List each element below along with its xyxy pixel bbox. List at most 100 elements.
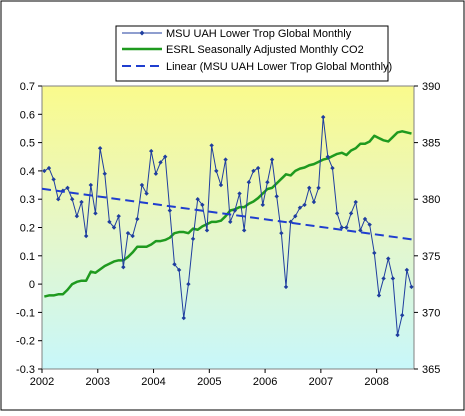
y-right-tick-label: 380 (422, 194, 440, 206)
msu-data-point (153, 171, 159, 176)
msu-data-point (330, 165, 335, 171)
msu-data-point (390, 276, 396, 281)
msu-data-point (181, 315, 186, 321)
y-right-tick-label: 370 (422, 307, 440, 319)
msu-data-point (144, 191, 149, 196)
msu-data-point (386, 256, 391, 261)
msu-data-point (255, 165, 261, 171)
msu-data-point (204, 228, 210, 233)
msu-data-point (121, 264, 126, 270)
msu-data-point (339, 225, 344, 230)
msu-data-point (283, 284, 289, 290)
legend-label: Linear (MSU UAH Lower Trop Global Monthl… (166, 61, 392, 73)
x-tick-label: 2005 (197, 376, 221, 388)
msu-data-point (167, 208, 173, 213)
msu-data-point (195, 197, 200, 202)
msu-data-point (214, 168, 219, 174)
msu-data-point (135, 216, 140, 222)
msu-data-point (376, 293, 382, 298)
right-axis: 365 370 375 380 385 390 (414, 81, 440, 376)
y-right-tick-label: 390 (422, 81, 440, 93)
msu-data-point (358, 228, 363, 233)
legend: MSU UAH Lower Trop Global Monthly ESRL Se… (115, 25, 392, 82)
msu-data-point (111, 225, 117, 230)
msu-data-point (93, 211, 98, 216)
msu-data-point (241, 228, 247, 233)
msu-data-point (228, 219, 233, 225)
legend-box (115, 25, 389, 82)
msu-data-point (186, 281, 191, 287)
msu-data-point (325, 154, 331, 159)
msu-data-point (251, 168, 256, 174)
msu-data-point (237, 191, 242, 196)
x-tick-label: 2006 (253, 376, 277, 388)
legend-msu-marker (139, 30, 145, 36)
msu-data-point (162, 154, 168, 159)
y-left-tick-label: 0 (29, 279, 35, 291)
msu-data-point (209, 143, 214, 148)
y-right-tick-label: 365 (422, 364, 440, 376)
msu-data-point (70, 197, 75, 202)
msu-data-point (367, 222, 372, 227)
x-tick-label: 2007 (309, 376, 333, 388)
y-left-tick-label: -0.2 (16, 336, 35, 348)
msu-data-point (176, 267, 182, 273)
y-left-tick-label: 0.3 (20, 194, 35, 206)
plot-area (41, 85, 415, 370)
x-tick-label: 2004 (141, 376, 165, 388)
msu-data-point (102, 171, 107, 176)
y-left-tick-label: 0.5 (20, 138, 35, 150)
msu-data-point (334, 211, 340, 216)
msu-data-point (223, 157, 228, 162)
msu-data-point (320, 114, 326, 120)
y-left-tick-label: -0.1 (16, 307, 35, 319)
msu-data-point (56, 197, 61, 202)
msu-data-point (269, 157, 275, 162)
msu-data-point (107, 219, 112, 225)
msu-data-point (65, 185, 70, 191)
msu-data-point (302, 202, 307, 208)
msu-data-point (116, 213, 121, 219)
msu-data-point (200, 202, 205, 208)
msu-data-point (362, 216, 368, 222)
msu-data-point (246, 180, 252, 185)
x-tick-label: 2002 (30, 376, 54, 388)
left-axis: -0.3 -0.2 -0.1 0 0.1 0.2 0.3 0.4 0.5 0.6 0.7 (16, 81, 42, 376)
msu-data-point (265, 180, 270, 185)
msu-data-point (372, 250, 377, 256)
msu-data-point (46, 165, 52, 171)
msu-data-point (395, 332, 400, 338)
msu-data-point (74, 213, 80, 219)
msu-series-line (44, 116, 412, 336)
y-left-tick-label: 0.1 (20, 251, 35, 263)
msu-data-point (311, 199, 317, 205)
y-left-tick-label: 0.7 (20, 81, 35, 93)
msu-data-point (139, 182, 145, 188)
y-right-tick-label: 375 (422, 251, 440, 263)
msu-data-point (409, 284, 414, 290)
msu-data-point (190, 236, 196, 242)
msu-data-point (297, 205, 303, 210)
msu-data-point (42, 168, 47, 174)
msu-data-point (399, 313, 405, 318)
msu-data-point (83, 233, 89, 239)
msu-data-point (288, 219, 293, 225)
x-axis: 2002 2003 2004 2005 2006 2007 2008 (30, 369, 389, 388)
msu-data-point (130, 233, 135, 239)
msu-data-point (125, 230, 131, 236)
msu-data-point (149, 148, 154, 154)
msu-data-point (404, 267, 410, 273)
msu-data-point (232, 208, 238, 213)
msu-data-point (158, 160, 163, 165)
trend-line (41, 187, 415, 241)
msu-data-point (344, 225, 349, 230)
y-left-tick-label: 0.4 (20, 166, 35, 178)
msu-data-point (88, 182, 94, 188)
msu-data-point (293, 213, 298, 219)
msu-data-point (316, 185, 321, 191)
msu-data-point (348, 211, 354, 216)
msu-data-point (97, 146, 103, 151)
msu-data-point (307, 185, 312, 191)
